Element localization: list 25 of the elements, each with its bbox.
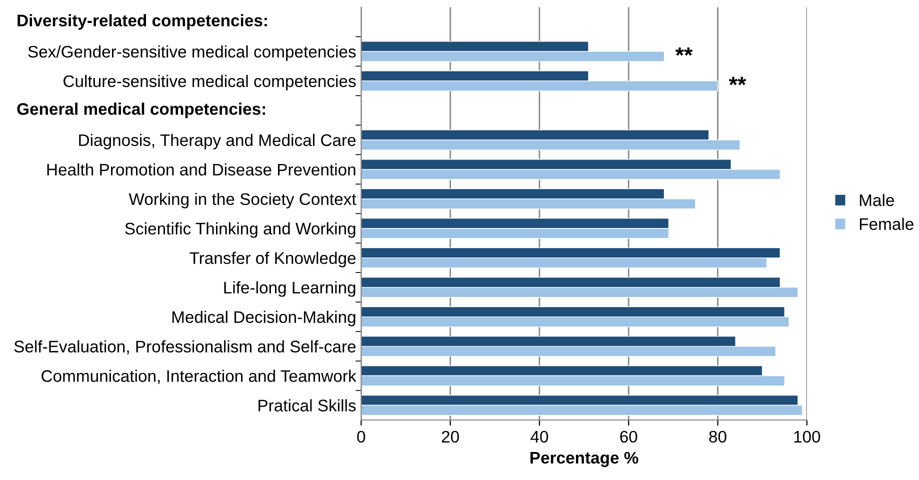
x-tick-label: 20 [442,430,459,443]
x-tick-label: 60 [620,430,638,443]
text: Diversity-related competencies: [18,14,267,30]
y-tick-label: Culture-sensitive medical competencies [64,74,356,90]
x-tick-label: 0 [357,430,366,443]
y-tick-label: Life-long Learning [224,281,356,297]
y-tick-label: Transfer of Knowledge [190,252,356,268]
x-tick-label: 40 [530,430,548,443]
legend-label: Male [860,194,894,206]
x-tick-label: 80 [709,430,726,443]
y-tick-label: Medical Decision-Making [172,310,356,326]
y-tick-label: Pratical Skills [258,399,356,412]
y-tick-label: Sex/Gender-sensitive medical competencies [28,45,356,61]
x-tick-label: 100 [794,430,820,443]
y-tick-label: Scientific Thinking and Working [125,222,356,238]
y-tick-label: Communication, Interaction and Teamwork [42,370,356,384]
text: General medical competencies: [17,102,266,118]
annotation: ** [675,47,693,56]
legend-label: Female [860,218,914,230]
y-tick-label: Working in the Society Context [128,192,356,208]
y-tick-label: Health Promotion and Disease Prevention [47,163,356,176]
y-tick-label: Self-Evaluation, Professionalism and Self-care [14,340,356,354]
x-axis-title: Percentage % [530,452,638,468]
y-tick-label: Diagnosis, Therapy and Medical Care [79,134,356,150]
annotation: ** [728,76,746,86]
